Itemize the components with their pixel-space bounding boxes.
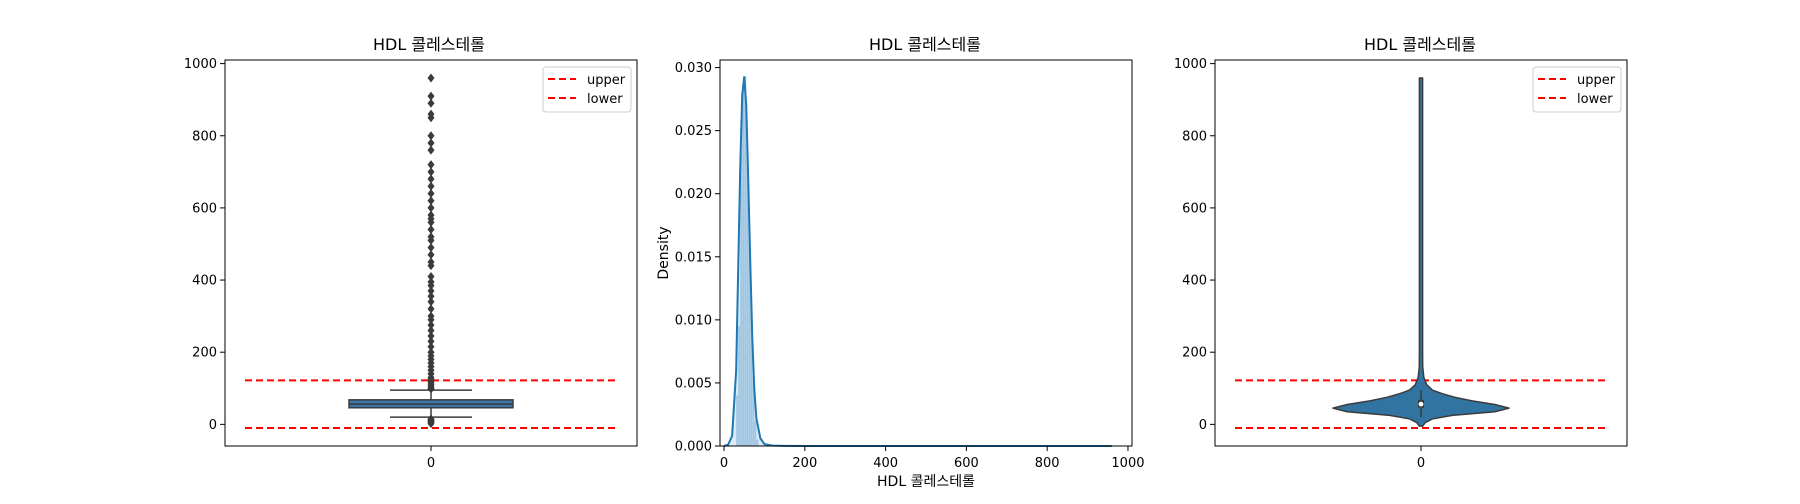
distplot-ytick-label: 0.010	[675, 313, 712, 328]
boxplot-ytick-label: 400	[192, 274, 217, 289]
distplot-kde-line	[723, 76, 1112, 447]
violin-ytick-label: 200	[1182, 346, 1207, 361]
boxplot-outlier-point	[427, 225, 435, 235]
boxplot-y-axis: 0 200 400 600 800 1000	[184, 57, 225, 433]
violin-ytick-label: 800	[1182, 129, 1207, 144]
boxplot-outlier-point	[427, 297, 435, 307]
boxplot-outlier-point	[427, 145, 435, 155]
distplot-kde-fill	[724, 76, 1112, 447]
distplot-panel: HDL 콜레스테롤 0.000 0.005 0.010 0.015 0.020 0.025…	[656, 35, 1145, 490]
boxplot-outlier-point	[427, 91, 435, 101]
boxplot-outliers	[427, 73, 435, 429]
distplot-y-axis: 0.000 0.005 0.010 0.015 0.020 0.025 0.030	[675, 61, 720, 455]
boxplot-outlier-point	[427, 181, 435, 191]
distplot-xtick-label: 1000	[1111, 456, 1144, 471]
violin-legend-upper: upper	[1577, 73, 1616, 88]
violin-thresholds	[1235, 379, 1608, 429]
distplot-x-axis: 0 200 400 600 800 1000	[720, 446, 1145, 471]
boxplot-outlier-point	[427, 109, 435, 119]
distplot-frame	[719, 59, 1133, 447]
boxplot-outlier-point	[427, 342, 435, 352]
distplot-xtick-label: 400	[873, 456, 898, 471]
boxplot-outlier-point	[427, 174, 435, 184]
boxplot-outlier-point	[427, 320, 435, 330]
boxplot-outlier-point	[427, 210, 435, 220]
violin-x-axis: 0	[1417, 446, 1425, 471]
boxplot-legend: upper lower	[542, 66, 632, 113]
distplot-xtick-label: 200	[792, 456, 817, 471]
boxplot-outlier-point	[427, 250, 435, 260]
violin-median-dot	[1418, 401, 1424, 407]
boxplot-outlier-point	[427, 232, 435, 242]
boxplot-outlier-point	[427, 336, 435, 346]
boxplot-ytick-label: 1000	[184, 57, 217, 72]
boxplot-outlier-point	[427, 131, 435, 141]
distplot-title: HDL 콜레스테롤	[869, 35, 981, 54]
boxplot-outlier-point	[427, 243, 435, 253]
boxplot-title: HDL 콜레스테롤	[373, 35, 485, 54]
violin-legend-lower: lower	[1577, 92, 1613, 107]
boxplot-legend-upper: upper	[587, 73, 626, 88]
boxplot-panel: HDL 콜레스테롤 0 200 400 600 800 1000 0 upper lowe…	[184, 35, 638, 471]
boxplot-ytick-label: 600	[192, 201, 217, 216]
boxplot-legend-lower: lower	[587, 92, 623, 107]
boxplot-outlier-point	[427, 291, 435, 301]
distplot-ytick-label: 0.015	[675, 250, 712, 265]
boxplot-thresholds	[245, 379, 618, 429]
boxplot-outlier-point	[427, 196, 435, 206]
boxplot-outlier-point	[427, 326, 435, 336]
boxplot-outlier-point	[427, 73, 435, 83]
distplot-xtick-label: 600	[954, 456, 979, 471]
boxplot-ytick-label: 800	[192, 129, 217, 144]
violin-y-axis: 0 200 400 600 800 1000	[1174, 57, 1215, 433]
distplot-ytick-label: 0.020	[675, 187, 712, 202]
violin-panel: HDL 콜레스테롤 0 200 400 600 800 1000 0 upper lowe…	[1174, 35, 1628, 471]
boxplot-outlier-point	[427, 331, 435, 341]
violin-body-group	[1332, 77, 1510, 427]
boxplot-outlier-point	[427, 98, 435, 108]
boxplot-outlier-point	[427, 271, 435, 281]
distplot-x-label: HDL 콜레스테롤	[877, 474, 975, 490]
distplot-ytick-label: 0.005	[675, 376, 712, 391]
distplot-xtick-label: 0	[720, 456, 728, 471]
boxplot-ytick-label: 200	[192, 346, 217, 361]
boxplot-outlier-point	[427, 304, 435, 314]
boxplot-outlier-point	[427, 347, 435, 357]
violin-body	[1332, 77, 1510, 427]
boxplot-outlier-point	[427, 311, 435, 321]
boxplot-outlier-point	[427, 414, 435, 424]
boxplot-outlier-point	[427, 203, 435, 213]
boxplot-ytick-label: 0	[209, 418, 217, 433]
boxplot-outlier-point	[427, 286, 435, 296]
boxplot-xtick-label: 0	[427, 456, 435, 471]
boxplot-outlier-point	[427, 277, 435, 287]
boxplot-outlier-point	[427, 167, 435, 177]
boxplot-outlier-point	[427, 160, 435, 170]
distplot-ytick-label: 0.025	[675, 124, 712, 139]
distplot-ytick-label: 0.030	[675, 61, 712, 76]
distplot-xtick-label: 800	[1035, 456, 1060, 471]
distplot-histogram	[724, 76, 1112, 447]
boxplot-x-axis: 0	[427, 446, 435, 471]
boxplot-outlier-point	[427, 138, 435, 148]
boxplot-outlier-point	[427, 257, 435, 267]
violin-ytick-label: 400	[1182, 274, 1207, 289]
boxplot-box-group	[348, 389, 514, 418]
violin-ytick-label: 600	[1182, 201, 1207, 216]
distplot-ytick-label: 0.000	[675, 440, 712, 455]
violin-xtick-label: 0	[1417, 456, 1425, 471]
violin-ytick-label: 1000	[1174, 57, 1207, 72]
violin-title: HDL 콜레스테롤	[1364, 35, 1476, 54]
violin-frame	[1214, 59, 1628, 447]
violin-ytick-label: 0	[1199, 418, 1207, 433]
distplot-y-label: Density	[656, 226, 672, 279]
violin-legend: upper lower	[1532, 66, 1622, 113]
boxplot-outlier-point	[427, 188, 435, 198]
boxplot-frame	[224, 59, 638, 447]
